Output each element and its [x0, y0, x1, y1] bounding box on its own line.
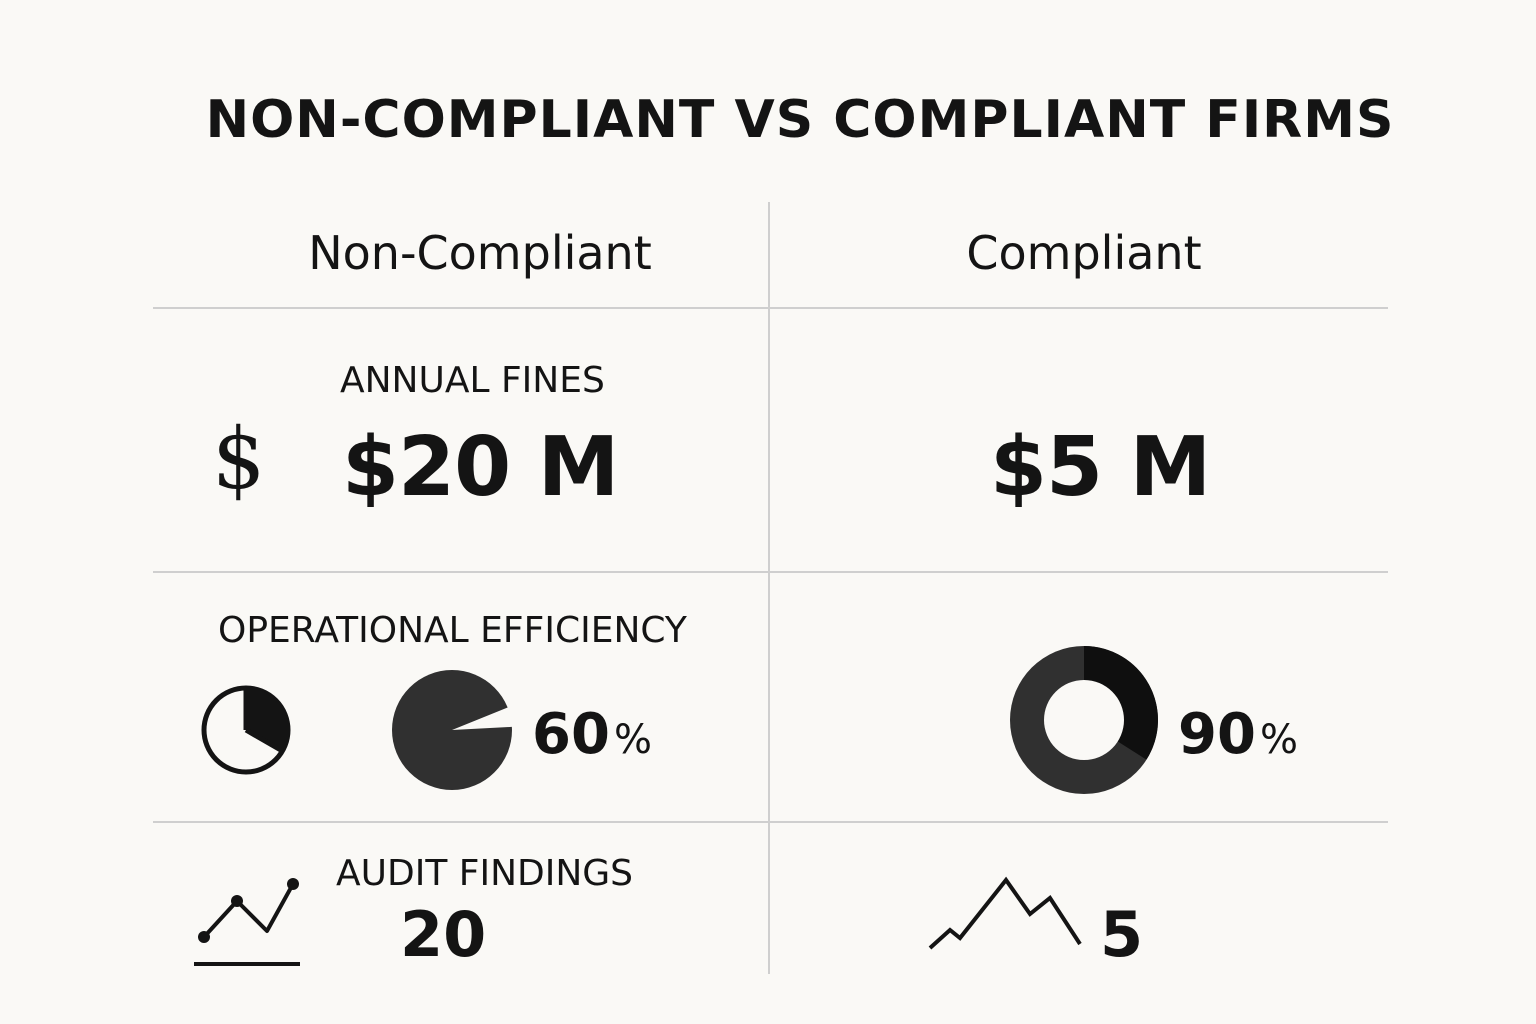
- efficiency-compliant-value: 90%: [1178, 702, 1298, 767]
- column-divider: [768, 202, 770, 974]
- clock-pie-icon: [201, 685, 291, 775]
- operational-efficiency-label: OPERATIONAL EFFICIENCY: [218, 610, 687, 651]
- dollar-icon: $: [212, 410, 266, 508]
- efficiency-non-compliant-value: 60%: [532, 702, 652, 767]
- row-divider-efficiency: [153, 821, 1388, 823]
- percent-sign: %: [1259, 717, 1298, 763]
- rising-line-chart-icon: [194, 878, 300, 966]
- row-divider-header: [153, 307, 1388, 309]
- audit-findings-compliant-value: 5: [1100, 898, 1144, 971]
- row-divider-fines: [153, 571, 1388, 573]
- efficiency-donut-compliant: [1010, 646, 1158, 794]
- efficiency-pie-non-compliant: [392, 670, 513, 790]
- percent-sign: %: [613, 717, 652, 763]
- efficiency-compliant-number: 90: [1178, 702, 1256, 767]
- mountain-line-chart-icon: [928, 876, 1082, 950]
- efficiency-non-compliant-number: 60: [532, 702, 610, 767]
- column-header-compliant: Compliant: [966, 226, 1202, 280]
- page-title: NON-COMPLIANT VS COMPLIANT FIRMS: [205, 90, 1395, 150]
- audit-findings-label: AUDIT FINDINGS: [336, 853, 634, 894]
- column-header-non-compliant: Non-Compliant: [308, 226, 652, 280]
- annual-fines-label: ANNUAL FINES: [340, 360, 605, 401]
- annual-fines-non-compliant-value: $20 M: [342, 420, 619, 515]
- audit-findings-non-compliant-value: 20: [400, 898, 487, 971]
- annual-fines-compliant-value: $5 M: [990, 420, 1211, 515]
